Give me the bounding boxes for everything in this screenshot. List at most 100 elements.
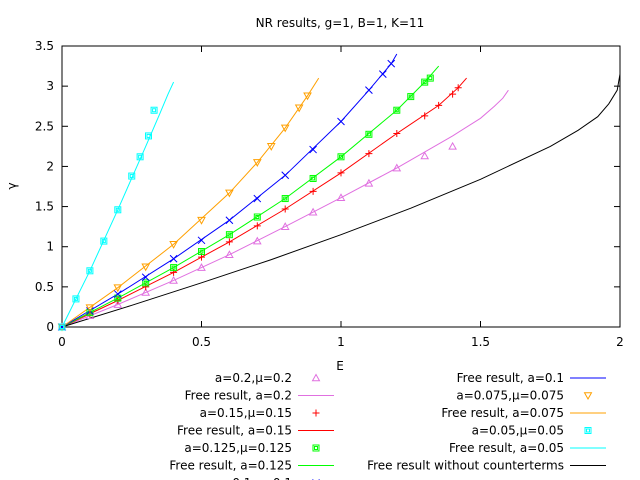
- legend-label: a=0.125,μ=0.125: [184, 441, 292, 455]
- x-tick-label: 0: [58, 335, 66, 349]
- data-point-2-13: [407, 93, 415, 101]
- legend-marker-sample: [584, 427, 592, 434]
- data-point-0-2: [113, 299, 123, 308]
- y-tick-label: 2: [46, 159, 54, 173]
- data-point-5-1: [72, 295, 80, 303]
- data-point-5-4: [114, 206, 122, 214]
- data-point-1-8: [281, 205, 289, 213]
- legend-marker-sample: [312, 444, 320, 452]
- data-point-3-9: [309, 145, 317, 154]
- data-point-3-6: [225, 216, 234, 225]
- data-point-4-8: [266, 143, 276, 151]
- data-point-2-3: [142, 279, 150, 287]
- data-point-0-7: [252, 236, 262, 245]
- data-point-0-10: [336, 193, 346, 202]
- data-point-3-11: [365, 86, 373, 95]
- data-point-2-15: [426, 74, 434, 82]
- legend-label: a=0.1,μ=0.1: [215, 476, 292, 480]
- legend-label: a=0.075,μ=0.075: [456, 389, 564, 403]
- data-point-1-7: [253, 222, 261, 230]
- data-point-2-9: [309, 174, 317, 182]
- data-point-2-4: [170, 264, 178, 272]
- data-point-0-13: [420, 151, 430, 160]
- data-point-2-7: [253, 213, 261, 221]
- series-line-6: [61, 74, 621, 328]
- data-point-1-2: [114, 297, 122, 305]
- data-point-2-6: [225, 231, 233, 239]
- data-point-1-4: [170, 268, 178, 276]
- data-point-0-12: [392, 163, 402, 172]
- data-point-4-2: [113, 284, 123, 293]
- legend-label: Free result, a=0.2: [185, 389, 292, 403]
- legend-marker-sample: [311, 373, 321, 382]
- data-point-1-11: [365, 150, 373, 158]
- data-point-2-8: [281, 195, 289, 203]
- y-tick-label: 1.5: [35, 200, 54, 214]
- data-point-3-2: [113, 290, 122, 298]
- data-point-0-8: [280, 222, 290, 230]
- data-point-1-9: [309, 187, 317, 195]
- legend-marker-sample: [312, 409, 320, 417]
- data-point-0-5: [197, 263, 206, 271]
- legend-label: Free result, a=0.1: [457, 371, 564, 385]
- data-point-3-13: [387, 59, 396, 68]
- legend-label: Free result, a=0.05: [449, 441, 564, 455]
- y-tick-label: 3: [46, 79, 54, 93]
- data-point-0-4: [169, 275, 178, 284]
- data-point-2-11: [365, 130, 373, 138]
- data-point-5-5: [128, 172, 136, 180]
- data-point-5-0: [58, 323, 66, 331]
- legend-label: Free result, a=0.15: [177, 424, 292, 438]
- x-tick-label: 1: [337, 335, 345, 349]
- data-point-2-2: [114, 294, 122, 302]
- legend-label: Free result, a=0.075: [441, 406, 564, 420]
- data-point-4-5: [197, 216, 206, 225]
- series-line-2: [61, 65, 440, 328]
- data-point-1-14: [435, 101, 443, 109]
- data-point-3-8: [281, 171, 290, 180]
- data-point-1-12: [393, 130, 401, 138]
- legend-label: a=0.15,μ=0.15: [200, 406, 292, 420]
- data-point-0-3: [141, 287, 151, 296]
- data-point-2-5: [198, 248, 205, 256]
- data-point-4-10: [294, 104, 304, 113]
- x-tick-label: 0.5: [192, 335, 211, 349]
- series-line-0: [61, 89, 509, 328]
- y-axis-label: γ: [5, 182, 19, 189]
- x-tick-label: 2: [616, 335, 624, 349]
- data-point-0-9: [308, 207, 318, 216]
- data-point-5-3: [100, 237, 108, 245]
- data-point-3-4: [169, 254, 178, 263]
- data-point-3-3: [141, 273, 150, 282]
- data-point-4-11: [303, 92, 312, 101]
- data-point-1-15: [449, 90, 457, 98]
- data-point-4-7: [252, 159, 262, 167]
- y-tick-label: 0: [46, 320, 54, 334]
- legend-label: a=0.05,μ=0.05: [472, 424, 564, 438]
- data-point-2-14: [421, 78, 429, 86]
- y-tick-label: 1: [46, 240, 54, 254]
- legend: a=0.2,μ=0.2 Free result, a=0.2 a=0.15,μ=0.…: [169, 371, 606, 480]
- data-point-2-12: [393, 106, 401, 114]
- series-points: [57, 59, 462, 332]
- chart-title: NR results, g=1, B=1, K=11: [256, 16, 425, 30]
- data-point-0-6: [225, 250, 234, 259]
- data-point-4-4: [169, 241, 178, 249]
- data-point-4-9: [280, 124, 290, 133]
- legend-label: Free result without counterterms: [367, 459, 564, 473]
- legend-label: a=0.2,μ=0.2: [215, 371, 292, 385]
- data-point-1-6: [225, 238, 233, 246]
- data-point-5-8: [150, 106, 158, 114]
- x-axis-label: E: [336, 359, 344, 373]
- data-point-0-11: [364, 178, 374, 187]
- data-point-1-16: [454, 84, 462, 92]
- data-point-5-2: [86, 267, 94, 275]
- legend-marker-sample: [583, 392, 593, 401]
- data-point-3-12: [378, 70, 387, 78]
- series-line-5: [61, 81, 175, 328]
- data-point-4-1: [85, 304, 95, 313]
- legend-label: Free result, a=0.125: [169, 459, 292, 473]
- data-point-4-6: [225, 189, 234, 198]
- data-point-3-5: [197, 236, 206, 245]
- data-point-3-7: [253, 194, 262, 203]
